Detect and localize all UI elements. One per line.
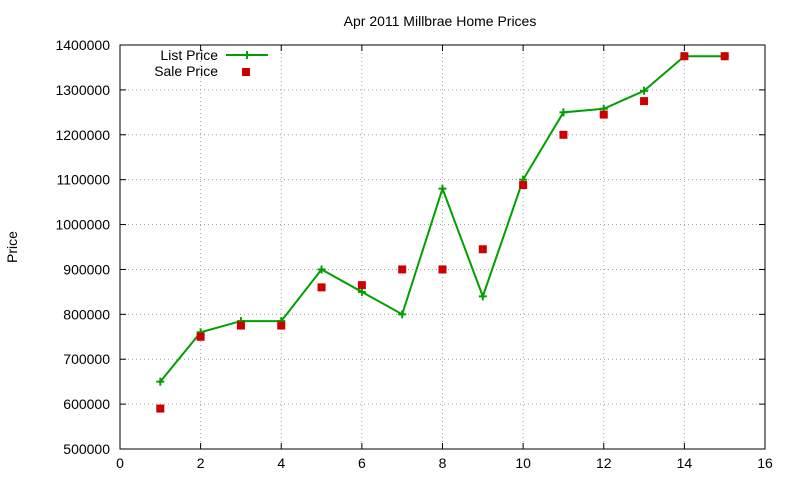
y-tick-label: 900000	[63, 261, 110, 277]
sale-price-point	[680, 52, 689, 61]
sale-price-point	[156, 404, 165, 413]
y-tick-label: 1400000	[55, 37, 110, 53]
legend-swatches	[226, 51, 268, 76]
sale-price-point	[277, 321, 286, 330]
list-price-point	[398, 310, 407, 319]
y-tick-label: 1000000	[55, 217, 110, 233]
legend-label-list-price: List Price	[160, 47, 218, 63]
sale-price-point	[236, 321, 245, 330]
y-tick-label: 500000	[63, 441, 110, 457]
axis-ticks	[119, 44, 766, 450]
y-tick-label: 1300000	[55, 82, 110, 98]
x-tick-label: 16	[757, 455, 773, 471]
grid-lines	[120, 45, 765, 449]
x-tick-label: 0	[116, 455, 124, 471]
x-tick-label: 12	[596, 455, 612, 471]
sale-price-point	[357, 281, 366, 290]
series-layer	[156, 52, 729, 413]
sale-price-point	[478, 245, 487, 254]
list-price-point	[357, 287, 366, 296]
sale-price-point	[519, 181, 528, 190]
x-tick-label: 14	[677, 455, 693, 471]
sale-price-point	[317, 283, 326, 292]
sale-price-point	[640, 97, 649, 106]
chart-title: Apr 2011 Millbrae Home Prices	[344, 13, 537, 29]
legend: List Price Sale Price	[154, 47, 268, 79]
sale-price-point	[599, 110, 608, 119]
x-axis-tick-labels: 0 2 4 6 8 10 12 14 16	[116, 455, 773, 471]
y-tick-label: 600000	[63, 396, 110, 412]
list-price-point	[317, 265, 326, 274]
sale-price-point	[438, 265, 447, 274]
y-tick-label: 800000	[63, 306, 110, 322]
legend-label-sale-price: Sale Price	[154, 63, 218, 79]
y-tick-label: 700000	[63, 351, 110, 367]
x-tick-label: 4	[277, 455, 285, 471]
list-price-point	[156, 377, 165, 386]
list-price-point	[478, 292, 487, 301]
sale-price-point	[559, 130, 568, 139]
x-tick-label: 2	[197, 455, 205, 471]
sale-price-point	[720, 52, 729, 61]
y-axis-tick-labels: 500000 600000 700000 800000 900000 1000000 110…	[55, 37, 110, 457]
legend-swatch-sale-price	[242, 68, 250, 76]
x-tick-label: 10	[515, 455, 531, 471]
sale-price-point	[398, 265, 407, 274]
y-tick-label: 1200000	[55, 127, 110, 143]
sale-price-point	[196, 332, 205, 341]
y-tick-label: 1100000	[57, 172, 111, 188]
x-tick-label: 8	[439, 455, 447, 471]
list-price-point	[559, 108, 568, 117]
list-price-point	[640, 86, 649, 95]
x-tick-label: 6	[358, 455, 366, 471]
list-price-point	[438, 184, 447, 193]
y-axis-title: Price	[4, 231, 20, 263]
